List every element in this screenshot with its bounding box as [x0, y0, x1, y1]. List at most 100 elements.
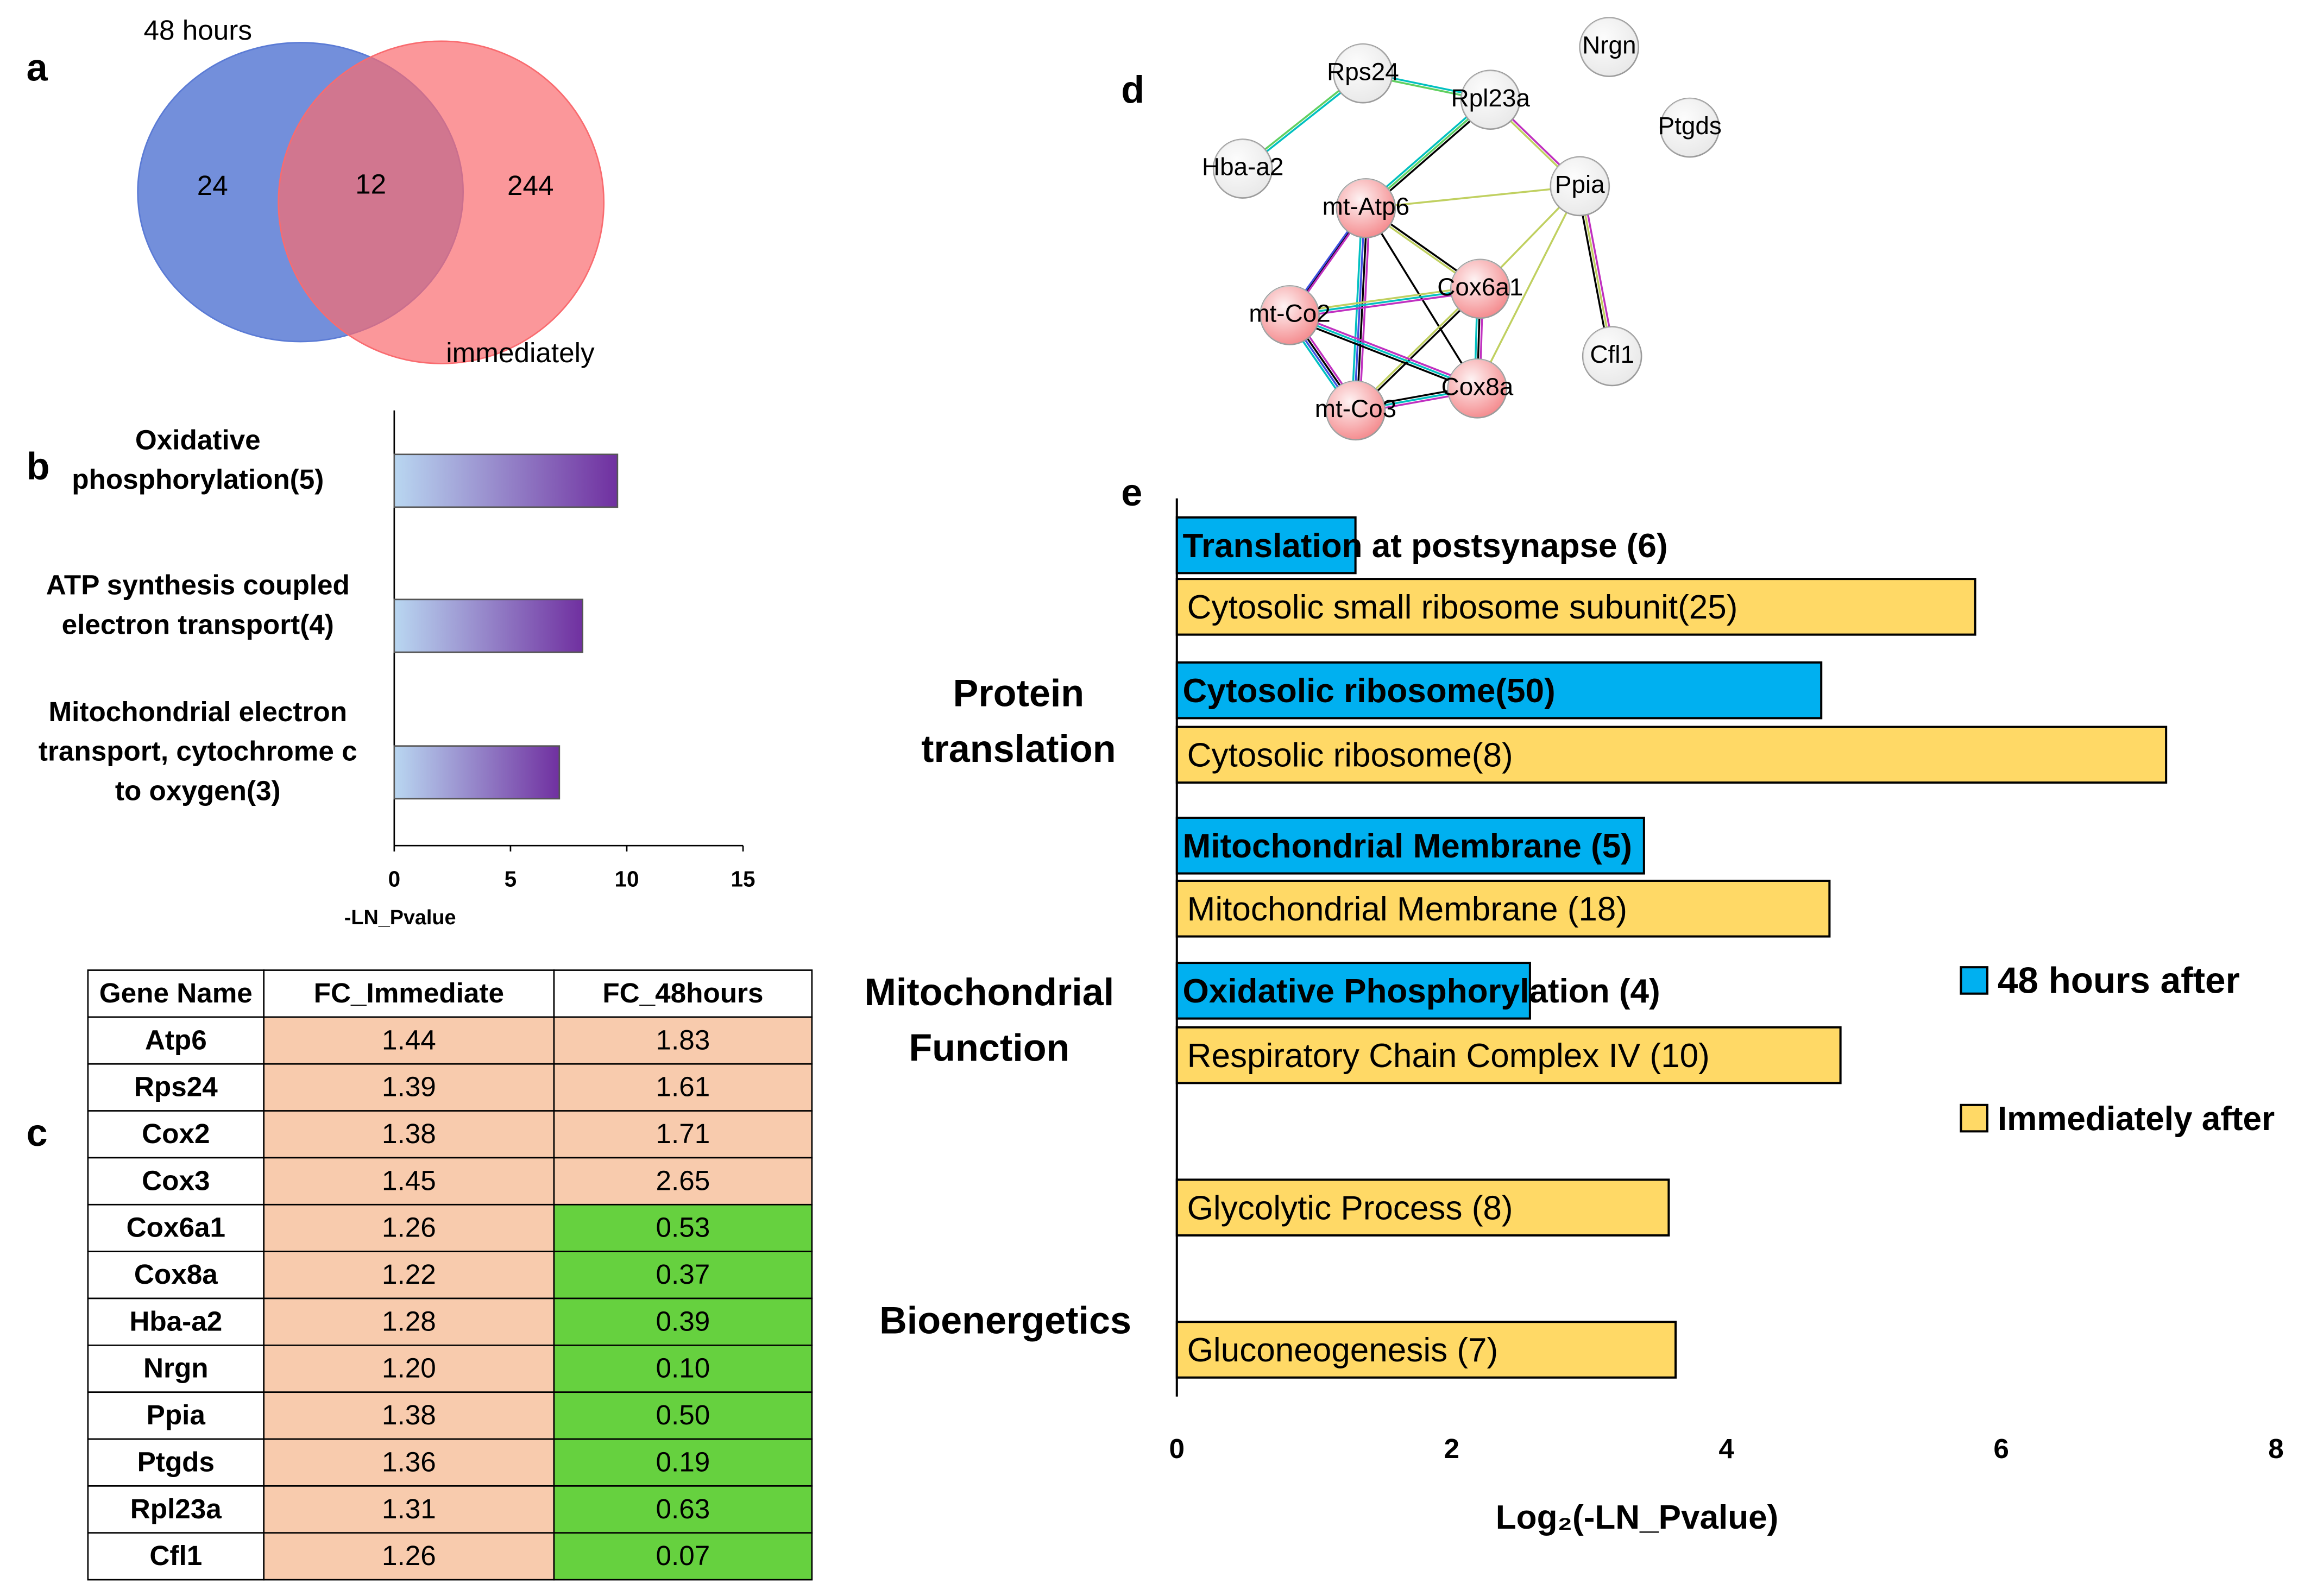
bar-label: Mitochondrial Membrane (18)	[1187, 891, 1627, 928]
y-tick-label: electron transport(4)	[62, 609, 334, 640]
table-cell	[553, 1016, 813, 1065]
table-cell-text: 0.07	[656, 1540, 710, 1571]
bar	[1175, 516, 1357, 575]
table-cell	[263, 1203, 555, 1252]
network-edge	[1365, 185, 1580, 210]
network-edge	[1358, 208, 1371, 411]
table-cell-text: 1.22	[382, 1259, 436, 1290]
table-cell	[553, 1251, 813, 1299]
network-edge	[1289, 285, 1480, 314]
y-tick-label: phosphorylation(5)	[72, 464, 324, 495]
bar	[393, 745, 561, 800]
table-cell-text: 1.38	[382, 1118, 436, 1149]
table-cell	[263, 1110, 555, 1159]
table-cell	[87, 1251, 265, 1299]
group-label: Function	[909, 1026, 1069, 1069]
bar	[1175, 962, 1531, 1020]
network-node-label: Nrgn	[1582, 31, 1636, 59]
table-cell	[553, 1391, 813, 1440]
y-tick-label: Oxidative	[135, 424, 261, 455]
group-label: translation	[921, 727, 1116, 770]
x-tick-label: 15	[731, 867, 755, 892]
table-header: FC_48hours	[602, 977, 763, 1008]
table-cell	[553, 1063, 813, 1112]
bar	[1175, 726, 2168, 784]
table-cell-text: Rps24	[134, 1071, 218, 1102]
network-edge	[1288, 317, 1477, 392]
network-node-label: mt-Co2	[1249, 299, 1330, 327]
network-edge	[1289, 288, 1481, 317]
y-tick-label: ATP synthesis coupled	[46, 569, 350, 600]
table-cell-text: Nrgn	[143, 1353, 209, 1384]
network-node-label: Rps24	[1327, 57, 1399, 85]
table-cell-text: 1.28	[382, 1305, 436, 1336]
bar	[1175, 879, 1831, 938]
network-node-shade	[1583, 326, 1642, 386]
table-cell-text: 0.37	[656, 1259, 710, 1290]
table-cell-text: Atp6	[145, 1024, 207, 1055]
table-cell	[553, 1438, 813, 1487]
table-cell	[553, 1344, 813, 1393]
table-cell-text: 1.36	[382, 1446, 436, 1477]
bar-label: Cytosolic ribosome(8)	[1187, 737, 1513, 774]
group-label: Protein	[953, 671, 1085, 714]
network-node-shade	[1550, 156, 1609, 216]
bar-label: Translation at postsynapse (6)	[1183, 527, 1668, 565]
bar-label: Respiratory Chain Complex IV (10)	[1187, 1037, 1710, 1075]
network-node-label: Rpl23a	[1451, 84, 1531, 112]
table-cell	[87, 1063, 265, 1112]
table-cell	[553, 1203, 813, 1252]
legend-label: 48 hours after	[1998, 961, 2240, 1001]
table-cell-text: 0.50	[656, 1399, 710, 1430]
table-cell-text: Rpl23a	[130, 1493, 222, 1524]
table-cell	[263, 1438, 555, 1487]
panel-label: d	[1121, 68, 1144, 111]
bar-label: Gluconeogenesis (7)	[1187, 1332, 1499, 1369]
table-cell-text: Hba-a2	[129, 1305, 222, 1336]
table-cell-text: 1.61	[656, 1071, 710, 1102]
x-tick-label: 2	[1444, 1433, 1459, 1464]
table-cell	[263, 1532, 555, 1581]
bar	[393, 453, 619, 508]
bar	[393, 598, 583, 653]
table-cell-text: Ptgds	[137, 1446, 215, 1477]
table-cell-text: Cfl1	[149, 1540, 202, 1571]
table-cell	[553, 1297, 813, 1346]
venn-count: 244	[507, 170, 554, 201]
table-cell-text: 1.44	[382, 1024, 436, 1055]
table-cell-text: 1.38	[382, 1399, 436, 1430]
network-edge	[1290, 312, 1479, 387]
table-cell	[87, 1157, 265, 1206]
venn-circle	[278, 40, 605, 364]
panel-label: c	[27, 1111, 48, 1154]
x-tick-label: 4	[1718, 1433, 1734, 1464]
network-node-shade	[1336, 179, 1395, 238]
table-cell-text: 0.63	[656, 1493, 710, 1524]
bar-label: Glycolytic Process (8)	[1187, 1189, 1513, 1227]
y-tick-label: transport, cytochrome c	[39, 736, 357, 767]
table-cell-text: 1.31	[382, 1493, 436, 1524]
table-cell-text: 2.65	[656, 1165, 710, 1196]
table-cell-text: 0.39	[656, 1305, 710, 1336]
network-edge	[1289, 290, 1481, 319]
network-node-label: Cox8a	[1441, 372, 1514, 400]
bar	[1175, 1321, 1677, 1379]
table-cell-text: 1.20	[382, 1353, 436, 1384]
network-node-shade	[1333, 44, 1393, 103]
panel-label: b	[27, 444, 50, 487]
venn-count: 24	[197, 170, 228, 201]
table-cell	[553, 1110, 813, 1159]
table-cell-text: 1.26	[382, 1540, 436, 1571]
x-tick-label: 8	[2268, 1433, 2284, 1464]
legend-swatch	[1960, 1103, 1988, 1133]
table-cell-text: Ppia	[147, 1399, 206, 1430]
table: Gene Name FC_Immediate FC_48hours Atp6 1.44 1…	[87, 969, 813, 1581]
bar-label: Cytosolic small ribosome subunit(25)	[1187, 589, 1738, 626]
network-node-label: mt-Atp6	[1323, 192, 1410, 220]
bar-label: Cytosolic ribosome(50)	[1183, 672, 1556, 710]
network-node-label: Hba-a2	[1202, 153, 1283, 181]
table-cell-text: 1.45	[382, 1165, 436, 1196]
y-tick-label: to oxygen(3)	[115, 775, 281, 806]
table-cell-text: Cox3	[142, 1165, 210, 1196]
